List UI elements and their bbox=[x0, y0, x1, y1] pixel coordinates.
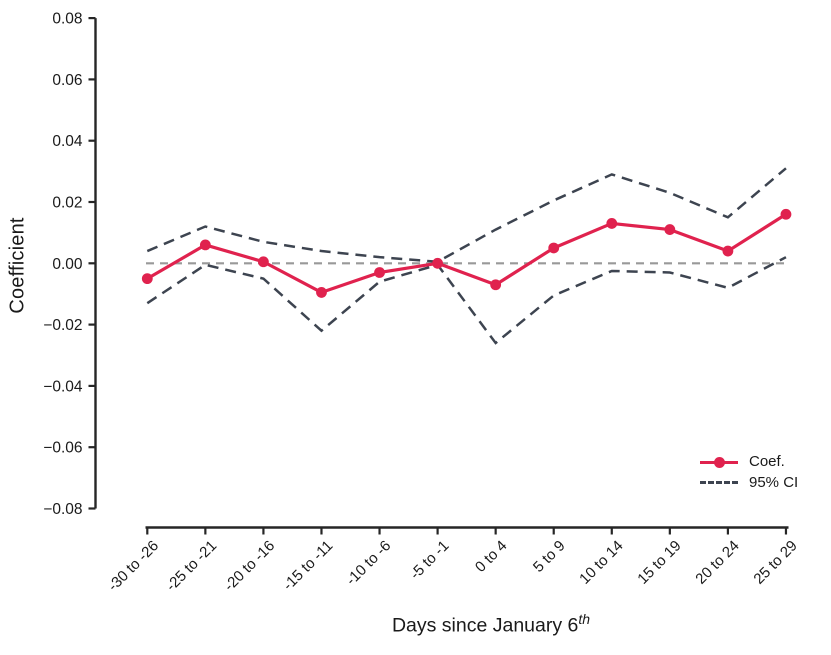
x-tick-label: 25 to 29 bbox=[750, 537, 800, 587]
legend-item-coef: Coef. bbox=[700, 451, 798, 472]
coef-line-icon bbox=[700, 456, 738, 468]
ci-upper-line bbox=[146, 167, 787, 264]
legend-label-ci: 95% CI bbox=[749, 474, 799, 491]
y-axis-title: Coefficient bbox=[6, 217, 29, 314]
x-tick-label: -30 to -26 bbox=[105, 537, 162, 594]
coef-marker bbox=[722, 245, 734, 257]
coef-marker bbox=[141, 273, 153, 285]
y-tick-label: 0.02 bbox=[52, 195, 82, 212]
x-axis-title-superscript: th bbox=[578, 611, 591, 627]
x-tick-label: -20 to -16 bbox=[221, 537, 278, 594]
y-tick-label: 0.00 bbox=[52, 256, 83, 273]
x-tick-label: 15 to 19 bbox=[634, 537, 684, 587]
legend-item-ci: 95% CI bbox=[700, 472, 798, 493]
y-tick-label: 0.08 bbox=[52, 11, 82, 28]
y-tick-label: 0.06 bbox=[52, 72, 82, 89]
coef-marker bbox=[432, 257, 443, 269]
coef-marker bbox=[780, 208, 792, 220]
x-tick-label: 5 to 9 bbox=[530, 537, 569, 576]
coef-marker bbox=[548, 242, 560, 254]
coef-marker bbox=[490, 279, 502, 291]
coef-marker bbox=[606, 218, 618, 229]
x-tick-label: -15 to -11 bbox=[280, 537, 337, 594]
x-tick-label: -5 to -1 bbox=[407, 537, 453, 583]
x-tick-label: 10 to 14 bbox=[576, 537, 626, 587]
legend-label-coef: Coef. bbox=[749, 453, 785, 470]
y-tick-label: −0.02 bbox=[43, 317, 82, 334]
ci-dashed-line-icon bbox=[700, 477, 738, 489]
y-tick-label: −0.08 bbox=[43, 501, 82, 518]
legend: Coef. 95% CI bbox=[700, 451, 798, 493]
coef-line bbox=[146, 212, 787, 295]
coef-marker bbox=[258, 256, 269, 268]
x-tick-label: 20 to 24 bbox=[692, 537, 742, 587]
x-tick-label: -25 to -21 bbox=[163, 537, 220, 594]
ci-lower-line bbox=[146, 256, 787, 345]
coef-marker bbox=[199, 239, 211, 251]
x-axis-title-text: Days since January 6 bbox=[391, 614, 579, 637]
y-tick-label: 0.04 bbox=[52, 133, 83, 150]
x-axis-title: Days since January 6th bbox=[340, 611, 642, 638]
coef-marker bbox=[664, 224, 676, 235]
y-tick-label: −0.06 bbox=[43, 440, 82, 457]
coef-marker bbox=[316, 287, 327, 298]
x-tick-label: 0 to 4 bbox=[472, 537, 511, 576]
x-tick-label: -10 to -6 bbox=[343, 537, 395, 589]
coef-marker bbox=[374, 267, 385, 278]
y-tick-label: −0.04 bbox=[43, 378, 83, 395]
